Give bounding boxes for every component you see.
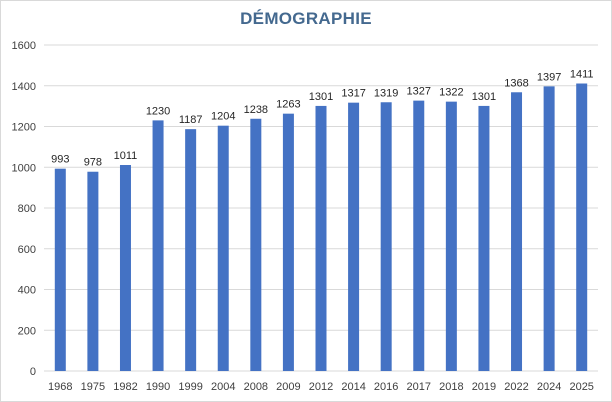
bar-1999 [185,129,197,371]
x-tick-label-2025: 2025 [569,381,593,393]
bar-2024 [543,86,555,371]
y-tick-label-1: 200 [18,325,36,337]
bar-2019 [478,105,490,371]
data-label-2016: 1319 [374,87,398,99]
data-label-2019: 1301 [472,91,496,103]
bar-2014 [348,102,360,371]
x-tick-label-1990: 1990 [146,381,170,393]
x-tick-label-2016: 2016 [374,381,398,393]
data-label-1975: 978 [84,157,102,169]
x-tick-label-1982: 1982 [113,381,137,393]
data-label-2017: 1327 [407,86,431,98]
bar-2017 [413,100,425,371]
data-label-1968: 993 [51,154,69,166]
data-label-1982: 1011 [114,150,138,162]
bar-1982 [119,165,131,371]
y-tick-label-4: 800 [18,203,36,215]
y-tick-label-0: 0 [30,366,36,378]
bar-2022 [511,92,523,372]
bar-1975 [87,171,99,371]
x-tick-label-2022: 2022 [504,381,528,393]
y-tick-label-2: 400 [18,285,36,297]
x-tick-label-2012: 2012 [309,381,333,393]
data-label-2024: 1397 [537,71,561,83]
data-label-2014: 1317 [341,88,365,100]
bar-1968 [54,168,66,371]
x-tick-label-2009: 2009 [276,381,300,393]
bar-2009 [282,113,294,371]
y-tick-label-5: 1000 [12,162,36,174]
y-tick-label-3: 600 [18,244,36,256]
bar-2018 [445,101,457,371]
data-label-2012: 1301 [309,91,333,103]
x-tick-label-1968: 1968 [48,381,72,393]
x-tick-label-2008: 2008 [244,381,268,393]
bar-2008 [250,118,262,371]
bar-2004 [217,125,229,371]
x-tick-label-2019: 2019 [472,381,496,393]
y-tick-label-8: 1600 [12,40,36,52]
x-tick-label-2014: 2014 [341,381,365,393]
x-tick-label-1999: 1999 [178,381,202,393]
x-tick-label-2018: 2018 [439,381,463,393]
x-tick-label-2024: 2024 [537,381,561,393]
y-tick-label-6: 1200 [12,122,36,134]
x-tick-label-1975: 1975 [81,381,105,393]
bar-2012 [315,105,327,371]
data-label-2025: 1411 [570,69,594,81]
x-tick-label-2017: 2017 [407,381,431,393]
data-label-2008: 1238 [244,104,268,116]
data-label-2022: 1368 [504,77,528,89]
y-tick-label-7: 1400 [12,81,36,93]
chart-title: DÉMOGRAPHIE [240,9,372,28]
bar-1990 [152,120,164,371]
x-tick-label-2004: 2004 [211,381,235,393]
bar-2025 [576,83,588,371]
data-label-1990: 1230 [146,105,170,117]
bar-2016 [380,102,392,371]
data-label-2018: 1322 [439,87,463,99]
data-label-1999: 1187 [179,114,203,126]
data-label-2004: 1204 [211,111,235,123]
data-label-2009: 1263 [276,99,300,111]
